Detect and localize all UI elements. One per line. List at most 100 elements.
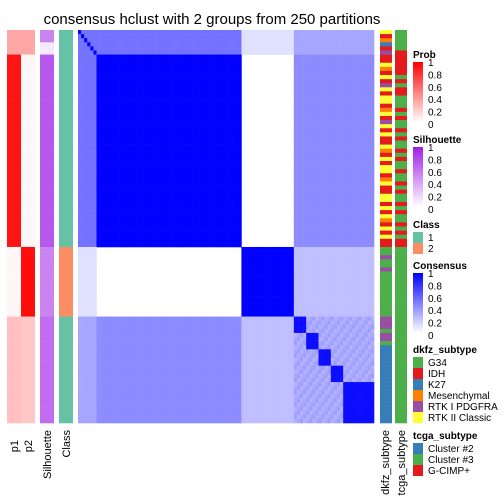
consensus-cell bbox=[118, 136, 122, 141]
consensus-cell bbox=[155, 189, 159, 195]
consensus-cell bbox=[90, 156, 94, 162]
consensus-cell bbox=[370, 230, 375, 235]
consensus-cell bbox=[346, 107, 350, 113]
consensus-cell bbox=[213, 132, 218, 137]
consensus-cell bbox=[161, 50, 165, 55]
consensus-cell bbox=[108, 165, 113, 170]
consensus-cell bbox=[340, 242, 344, 248]
consensus-cell bbox=[235, 107, 239, 113]
consensus-cell bbox=[296, 177, 301, 182]
consensus-cell bbox=[155, 58, 159, 64]
consensus-cell bbox=[155, 66, 159, 72]
consensus-cell bbox=[333, 185, 338, 190]
consensus-cell bbox=[309, 181, 313, 186]
consensus-cell bbox=[108, 46, 113, 51]
consensus-cell bbox=[164, 95, 168, 100]
consensus-cell bbox=[296, 136, 301, 141]
consensus-cell bbox=[155, 136, 159, 141]
p2-cell bbox=[21, 107, 35, 113]
consensus-cell bbox=[296, 246, 301, 252]
consensus-cell bbox=[167, 201, 171, 207]
consensus-cell bbox=[296, 70, 301, 76]
consensus-cell bbox=[303, 124, 307, 129]
consensus-cell bbox=[105, 103, 110, 109]
consensus-cell bbox=[118, 222, 122, 227]
p2-cell bbox=[21, 414, 35, 420]
consensus-cell bbox=[364, 173, 369, 178]
consensus-cell bbox=[364, 66, 369, 72]
consensus-cell bbox=[235, 75, 239, 80]
consensus-cell bbox=[358, 218, 362, 223]
consensus-cell bbox=[309, 177, 313, 182]
consensus-cell bbox=[321, 120, 325, 125]
consensus-cell bbox=[327, 30, 332, 35]
consensus-cell bbox=[358, 210, 362, 215]
consensus-cell bbox=[133, 34, 137, 39]
consensus-cell bbox=[296, 46, 301, 51]
consensus-cell bbox=[250, 246, 255, 252]
consensus-cell bbox=[108, 30, 113, 35]
consensus-cell bbox=[263, 50, 267, 55]
consensus-cell bbox=[309, 242, 313, 248]
consensus-cell bbox=[330, 246, 335, 252]
consensus-cell bbox=[173, 234, 177, 240]
consensus-cell bbox=[253, 255, 258, 260]
consensus-cell bbox=[105, 46, 110, 51]
consensus-cell bbox=[102, 206, 107, 211]
silhouette-cell bbox=[40, 246, 54, 252]
consensus-cell bbox=[222, 242, 227, 248]
consensus-cell bbox=[84, 70, 88, 76]
consensus-cell bbox=[318, 111, 322, 117]
consensus-cell bbox=[306, 87, 310, 92]
consensus-cell bbox=[152, 201, 156, 207]
consensus-cell bbox=[87, 42, 91, 47]
consensus-cell bbox=[352, 201, 356, 207]
consensus-cell bbox=[121, 124, 125, 129]
consensus-cell bbox=[111, 156, 116, 162]
consensus-cell bbox=[219, 38, 224, 43]
consensus-cell bbox=[324, 95, 329, 100]
consensus-cell bbox=[152, 95, 156, 100]
consensus-cell bbox=[349, 107, 353, 113]
consensus-cell bbox=[358, 242, 362, 248]
consensus-cell bbox=[145, 197, 150, 203]
consensus-cell bbox=[349, 242, 353, 248]
consensus-cell bbox=[148, 169, 153, 174]
consensus-cell bbox=[87, 128, 91, 133]
consensus-cell bbox=[367, 185, 372, 190]
consensus-cell bbox=[115, 136, 119, 141]
consensus-cell bbox=[343, 201, 347, 207]
silhouette-cell bbox=[40, 144, 54, 150]
consensus-cell bbox=[346, 70, 350, 76]
consensus-cell bbox=[367, 136, 372, 141]
consensus-cell bbox=[370, 62, 375, 68]
consensus-cell bbox=[364, 50, 369, 55]
consensus-cell bbox=[179, 218, 184, 223]
p2-cell bbox=[21, 161, 35, 166]
consensus-cell bbox=[343, 177, 347, 182]
consensus-cell bbox=[139, 189, 144, 195]
consensus-cell bbox=[226, 189, 230, 195]
consensus-cell bbox=[121, 222, 125, 227]
consensus-cell bbox=[278, 259, 282, 264]
silhouette-cell bbox=[40, 353, 54, 358]
class-cell bbox=[59, 132, 73, 137]
consensus-cell bbox=[179, 66, 184, 72]
consensus-cell bbox=[340, 95, 344, 100]
consensus-cell bbox=[333, 120, 338, 125]
consensus-cell bbox=[367, 42, 372, 47]
consensus-cell bbox=[364, 83, 369, 88]
consensus-cell bbox=[358, 87, 362, 92]
consensus-cell bbox=[176, 95, 181, 100]
consensus-cell bbox=[333, 144, 338, 150]
consensus-cell bbox=[210, 103, 214, 109]
consensus-cell bbox=[290, 271, 295, 276]
consensus-cell bbox=[152, 83, 156, 88]
consensus-cell bbox=[145, 148, 150, 154]
consensus-cell bbox=[213, 120, 218, 125]
consensus-cell bbox=[213, 124, 218, 129]
consensus-cell bbox=[124, 214, 128, 219]
consensus-cell bbox=[327, 189, 332, 195]
consensus-cell bbox=[312, 189, 316, 195]
consensus-cell bbox=[155, 206, 159, 211]
